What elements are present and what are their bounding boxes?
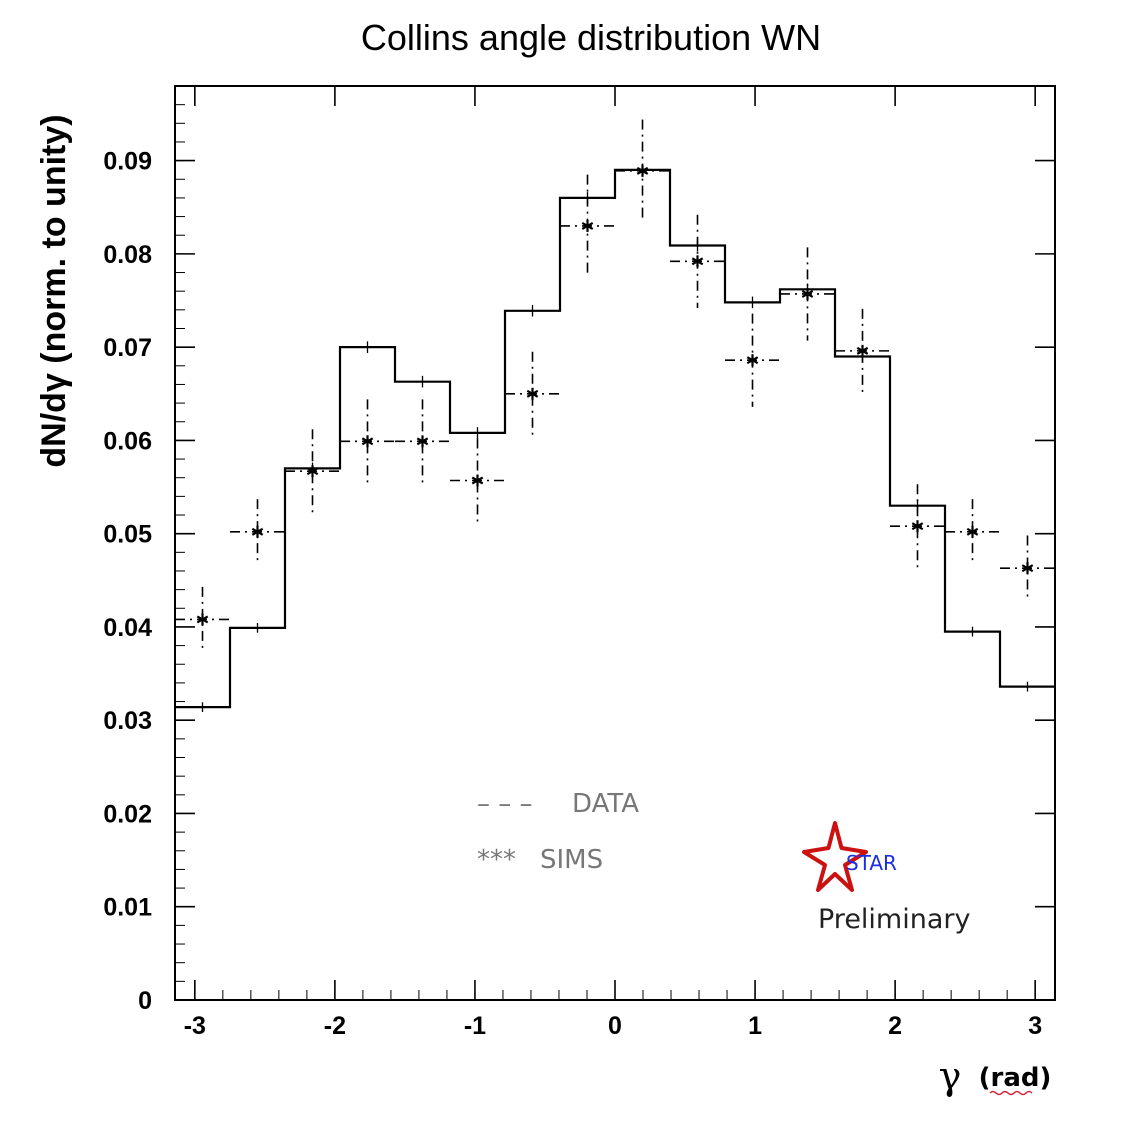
x-axis (194, 86, 1036, 1000)
sims-point (196, 613, 209, 626)
x-tick-label: -2 (324, 1012, 346, 1040)
y-tick-label: 0.03 (103, 707, 152, 735)
legend-sims-marker: *** (477, 845, 516, 875)
y-tick-label: 0.01 (103, 894, 152, 922)
sims-point (746, 354, 759, 367)
x-tick-label: -1 (464, 1012, 486, 1040)
sims-point (471, 474, 484, 487)
sims-point (856, 344, 869, 357)
x-tick-label: 0 (608, 1012, 622, 1040)
star-logo-text: STAR (846, 851, 897, 875)
sims-point (306, 465, 319, 478)
y-tick-labels: 0 0.01 0.02 0.03 0.04 0.05 0.06 0.07 0.08 0.09 (103, 148, 152, 1015)
sims-point (526, 387, 539, 400)
y-tick-label: 0.04 (103, 614, 152, 642)
y-tick-label: 0.07 (103, 334, 152, 362)
sims-point (251, 525, 264, 538)
data-series (175, 164, 1055, 713)
y-tick-label: 0.05 (103, 521, 152, 549)
sims-point (361, 435, 374, 448)
preliminary-label: Preliminary (818, 904, 970, 935)
star-logo-icon (802, 821, 868, 892)
x-tick-label: 3 (1028, 1012, 1042, 1040)
y-tick-label: 0.08 (103, 241, 152, 269)
y-axis-label: dN/dγ (norm. to unity) (35, 114, 73, 467)
sims-series (175, 119, 1055, 653)
y-tick-label: 0.09 (103, 148, 152, 176)
sims-point (801, 287, 814, 300)
x-tick-label: 2 (888, 1012, 902, 1040)
chart-title: Collins angle distribution WN (361, 17, 821, 58)
x-tick-labels: -3 -2 -1 0 1 2 3 (184, 1012, 1042, 1040)
x-axis-symbol: γ (939, 1054, 962, 1098)
sims-point (691, 255, 704, 268)
legend: – – – DATA *** SIMS (477, 789, 639, 875)
y-tick-label: 0.06 (103, 427, 152, 455)
legend-data-label: DATA (572, 789, 639, 819)
sims-point (636, 164, 649, 177)
data-step-line (175, 168, 1055, 709)
sims-point (416, 435, 429, 448)
legend-data-marker: – – – (477, 789, 533, 819)
legend-sims-label: SIMS (540, 845, 603, 875)
sims-point (966, 525, 979, 538)
y-tick-label: 0.02 (103, 800, 152, 828)
sims-point (911, 520, 924, 533)
x-tick-label: 1 (748, 1012, 762, 1040)
x-tick-label: -3 (184, 1012, 206, 1040)
y-axis (175, 104, 1055, 1001)
x-axis-unit: (rad) (979, 1063, 1052, 1093)
star-logo: STAR Preliminary (802, 821, 970, 935)
spellcheck-underline (989, 1090, 1033, 1096)
sims-point (581, 219, 594, 232)
sims-point (1021, 562, 1034, 575)
plot-frame (174, 85, 1056, 1001)
y-tick-label: 0 (138, 987, 152, 1015)
